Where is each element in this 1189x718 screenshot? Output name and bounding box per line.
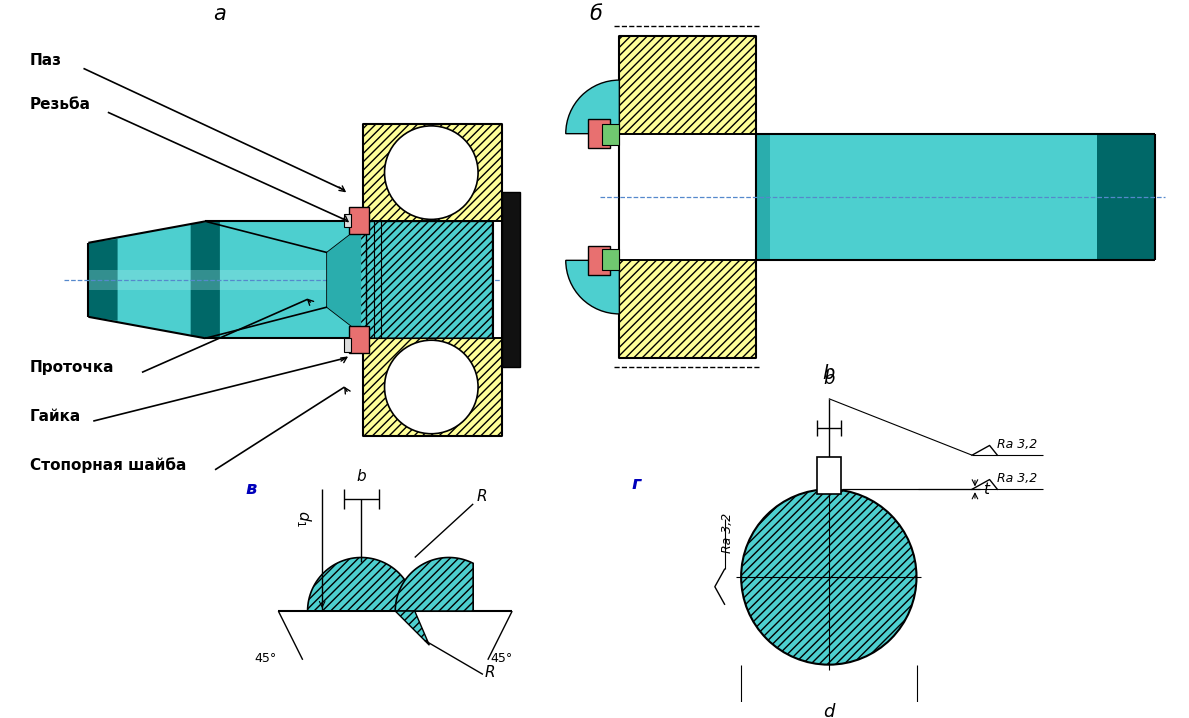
- Polygon shape: [190, 221, 220, 338]
- Text: $d_1$: $d_1$: [294, 510, 313, 527]
- Bar: [344, 213, 352, 227]
- Polygon shape: [88, 221, 492, 338]
- Bar: [589, 246, 610, 275]
- Text: Ra 3,2: Ra 3,2: [998, 438, 1038, 452]
- Text: Ra 3,2: Ra 3,2: [721, 513, 734, 553]
- Text: Резьба: Резьба: [30, 98, 90, 112]
- Wedge shape: [566, 80, 619, 134]
- Polygon shape: [327, 221, 492, 338]
- Bar: [756, 134, 1156, 261]
- Polygon shape: [88, 239, 118, 321]
- Circle shape: [384, 126, 478, 220]
- Bar: [350, 207, 369, 234]
- Text: b: b: [823, 364, 835, 383]
- Text: Ra 3,2: Ra 3,2: [998, 472, 1038, 485]
- Bar: [363, 124, 503, 221]
- Text: b: b: [823, 370, 835, 388]
- Bar: [817, 457, 841, 494]
- Text: Проточка: Проточка: [30, 360, 114, 376]
- Bar: [619, 36, 756, 134]
- Circle shape: [384, 340, 478, 434]
- Bar: [503, 192, 520, 368]
- Text: а: а: [214, 4, 226, 24]
- Bar: [344, 338, 352, 352]
- Text: R: R: [485, 666, 496, 681]
- Text: г: г: [631, 475, 641, 493]
- Bar: [363, 338, 503, 436]
- Text: б: б: [590, 4, 603, 24]
- Bar: [619, 261, 756, 358]
- Bar: [602, 124, 619, 145]
- Bar: [1096, 134, 1156, 261]
- Polygon shape: [395, 557, 473, 611]
- Text: Стопорная шайба: Стопорная шайба: [30, 457, 187, 472]
- Text: в: в: [245, 480, 257, 498]
- Polygon shape: [308, 557, 415, 611]
- Polygon shape: [395, 611, 429, 645]
- Text: b: b: [357, 470, 366, 485]
- Bar: [756, 134, 770, 261]
- Bar: [602, 248, 619, 270]
- Text: Паз: Паз: [30, 53, 62, 68]
- Text: Гайка: Гайка: [30, 409, 81, 424]
- Text: R: R: [476, 489, 486, 504]
- Circle shape: [741, 489, 917, 665]
- Text: 45°: 45°: [254, 652, 276, 665]
- Text: t: t: [983, 482, 989, 497]
- Text: d: d: [823, 703, 835, 718]
- Wedge shape: [566, 261, 619, 314]
- Text: 45°: 45°: [491, 652, 512, 665]
- Bar: [350, 325, 369, 353]
- Bar: [589, 119, 610, 149]
- Polygon shape: [88, 270, 492, 289]
- Polygon shape: [327, 226, 361, 333]
